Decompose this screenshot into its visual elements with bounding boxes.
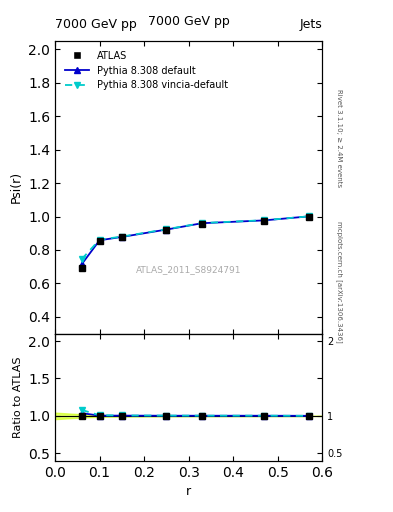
Text: Jets: Jets bbox=[299, 18, 322, 31]
Text: ATLAS_2011_S8924791: ATLAS_2011_S8924791 bbox=[136, 265, 241, 274]
Text: Rivet 3.1.10; ≥ 2.4M events: Rivet 3.1.10; ≥ 2.4M events bbox=[336, 89, 342, 187]
Text: 7000 GeV pp: 7000 GeV pp bbox=[148, 15, 230, 28]
Text: 7000 GeV pp: 7000 GeV pp bbox=[55, 18, 137, 31]
Legend: ATLAS, Pythia 8.308 default, Pythia 8.308 vincia-default: ATLAS, Pythia 8.308 default, Pythia 8.30… bbox=[60, 46, 233, 95]
Y-axis label: Ratio to ATLAS: Ratio to ATLAS bbox=[13, 356, 23, 438]
Y-axis label: Psi(r): Psi(r) bbox=[9, 171, 22, 203]
Text: mcplots.cern.ch [arXiv:1306.3436]: mcplots.cern.ch [arXiv:1306.3436] bbox=[336, 221, 343, 343]
X-axis label: r: r bbox=[186, 485, 191, 498]
